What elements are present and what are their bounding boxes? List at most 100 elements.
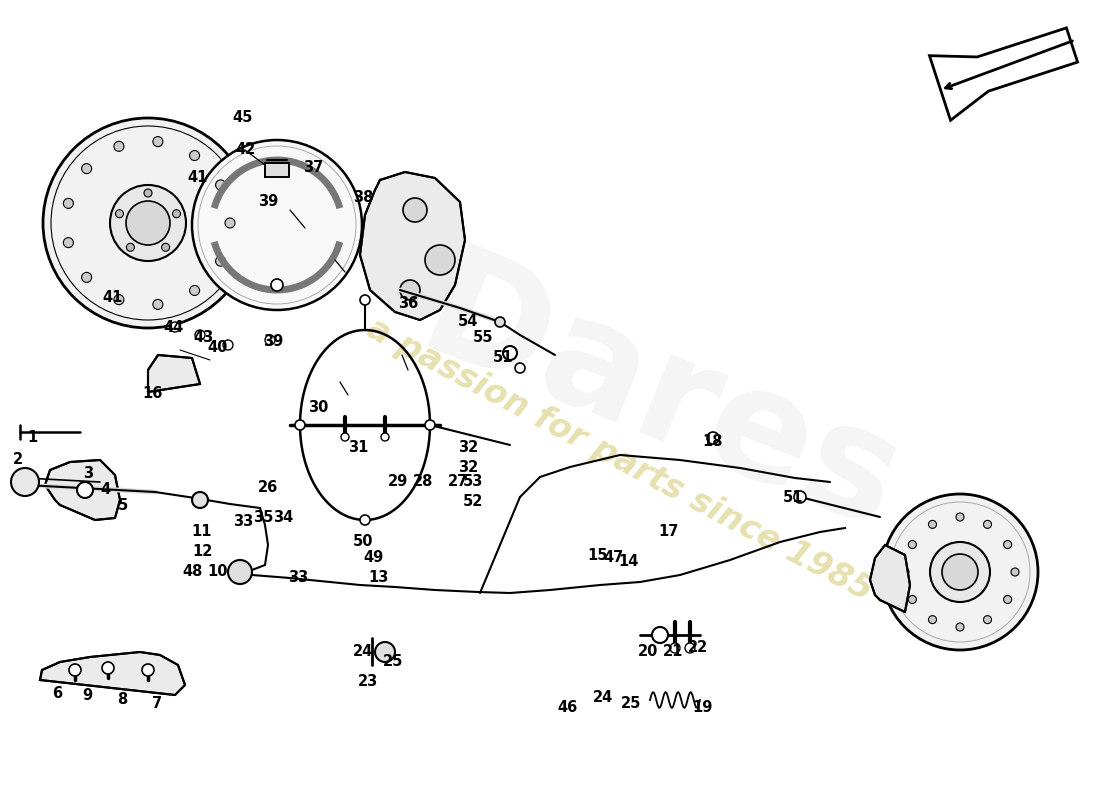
Circle shape — [81, 164, 91, 174]
Text: 12: 12 — [191, 545, 212, 559]
Text: 24: 24 — [593, 690, 613, 706]
Text: 47: 47 — [603, 550, 623, 565]
Text: 25: 25 — [620, 695, 641, 710]
Text: 27: 27 — [448, 474, 469, 490]
Circle shape — [265, 335, 275, 345]
Text: 50: 50 — [353, 534, 373, 550]
Text: 8: 8 — [117, 691, 128, 706]
Circle shape — [77, 482, 94, 498]
Circle shape — [707, 432, 719, 444]
Polygon shape — [265, 163, 289, 177]
Text: 43: 43 — [192, 330, 213, 345]
Circle shape — [670, 643, 680, 653]
Text: 54: 54 — [458, 314, 478, 330]
Text: 41: 41 — [102, 290, 123, 305]
Text: 22: 22 — [688, 639, 708, 654]
Circle shape — [341, 433, 349, 441]
Circle shape — [192, 492, 208, 508]
Text: 28: 28 — [412, 474, 433, 490]
Text: 39: 39 — [263, 334, 283, 350]
Circle shape — [901, 568, 909, 576]
Polygon shape — [870, 545, 910, 612]
Circle shape — [956, 623, 964, 631]
Circle shape — [1003, 595, 1012, 603]
Text: 38: 38 — [353, 190, 373, 205]
Circle shape — [116, 210, 123, 218]
Text: 4: 4 — [100, 482, 110, 498]
Circle shape — [909, 595, 916, 603]
Circle shape — [216, 256, 225, 266]
Circle shape — [64, 238, 74, 248]
Circle shape — [126, 243, 134, 251]
Text: 15: 15 — [587, 549, 608, 563]
Circle shape — [425, 245, 455, 275]
Circle shape — [425, 420, 435, 430]
Circle shape — [173, 210, 180, 218]
Circle shape — [1011, 568, 1019, 576]
Text: 23: 23 — [358, 674, 378, 690]
Text: 44: 44 — [163, 319, 183, 334]
Circle shape — [495, 317, 505, 327]
Circle shape — [144, 189, 152, 197]
Circle shape — [223, 340, 233, 350]
Text: 25: 25 — [383, 654, 404, 670]
Circle shape — [189, 286, 199, 295]
Text: 33: 33 — [288, 570, 308, 586]
Circle shape — [295, 420, 305, 430]
Circle shape — [1003, 541, 1012, 549]
Circle shape — [114, 142, 124, 151]
Text: 39: 39 — [257, 194, 278, 210]
Circle shape — [375, 642, 395, 662]
Text: 49: 49 — [363, 550, 383, 566]
Circle shape — [360, 515, 370, 525]
Circle shape — [503, 346, 517, 360]
Text: 10: 10 — [208, 565, 229, 579]
Text: 46: 46 — [558, 701, 579, 715]
Text: 18: 18 — [703, 434, 724, 450]
Circle shape — [81, 272, 91, 282]
Circle shape — [170, 322, 180, 332]
Text: 17: 17 — [658, 525, 679, 539]
Circle shape — [983, 616, 991, 624]
Circle shape — [652, 627, 668, 643]
Text: 6: 6 — [52, 686, 62, 701]
Polygon shape — [360, 172, 465, 320]
Text: 52: 52 — [463, 494, 483, 510]
Circle shape — [228, 560, 252, 584]
Circle shape — [400, 280, 420, 300]
Polygon shape — [148, 355, 200, 392]
Circle shape — [685, 643, 695, 653]
Circle shape — [515, 363, 525, 373]
Circle shape — [403, 198, 427, 222]
Text: a passion for parts since 1985: a passion for parts since 1985 — [362, 312, 879, 608]
Text: 51: 51 — [783, 490, 803, 505]
Text: 11: 11 — [191, 525, 212, 539]
Polygon shape — [930, 28, 1078, 120]
Circle shape — [882, 494, 1038, 650]
Text: 37: 37 — [302, 159, 323, 174]
Text: 32: 32 — [458, 459, 478, 474]
Text: 42: 42 — [235, 142, 255, 158]
Text: 30: 30 — [308, 399, 328, 414]
Text: 55: 55 — [473, 330, 493, 345]
Circle shape — [226, 218, 235, 228]
Text: Dares: Dares — [400, 238, 920, 562]
Circle shape — [142, 664, 154, 676]
Text: 33: 33 — [233, 514, 253, 530]
Polygon shape — [40, 652, 185, 695]
Text: 31: 31 — [348, 439, 369, 454]
Text: 5: 5 — [118, 498, 128, 513]
Text: 29: 29 — [388, 474, 408, 490]
Circle shape — [381, 433, 389, 441]
Text: 45: 45 — [233, 110, 253, 125]
Circle shape — [11, 468, 38, 496]
Text: 26: 26 — [257, 481, 278, 495]
Circle shape — [192, 140, 362, 310]
Polygon shape — [45, 460, 120, 520]
Circle shape — [928, 616, 936, 624]
Text: 13: 13 — [367, 570, 388, 586]
Circle shape — [162, 243, 169, 251]
Text: 20: 20 — [638, 645, 658, 659]
Text: 7: 7 — [152, 695, 162, 710]
Circle shape — [271, 279, 283, 291]
